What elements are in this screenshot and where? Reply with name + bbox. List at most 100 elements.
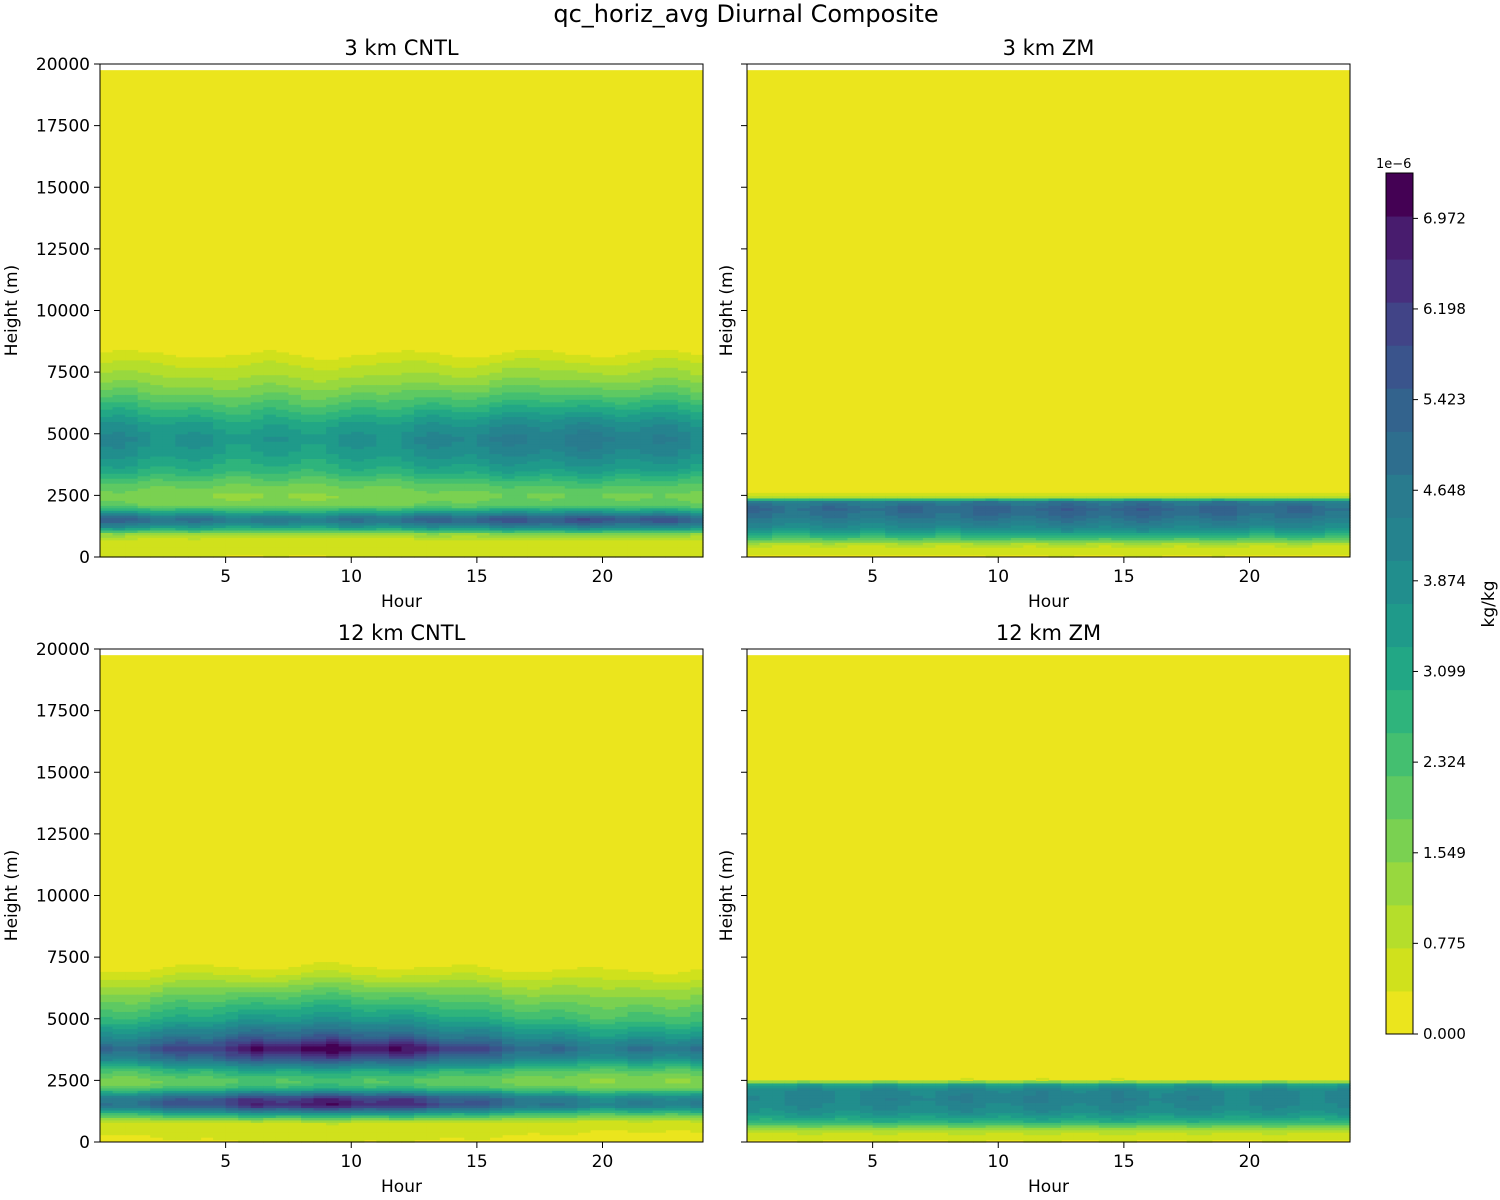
- contour-cell: [502, 409, 516, 413]
- contour-cell: [376, 515, 390, 519]
- contour-cell: [225, 455, 239, 459]
- contour-cell: [238, 386, 252, 390]
- contour-cell: [910, 512, 924, 516]
- contour-cell: [338, 510, 352, 514]
- contour-cell: [313, 463, 327, 467]
- contour-cell: [615, 544, 629, 548]
- contour-cell: [502, 441, 516, 445]
- contour-cell: [527, 416, 541, 420]
- contour-cell: [476, 443, 491, 447]
- contour-cell: [476, 374, 491, 378]
- contour-cell: [489, 475, 503, 479]
- contour-cell: [313, 455, 327, 459]
- contour-cell: [640, 453, 654, 457]
- contour-cell: [759, 505, 773, 509]
- contour-cell: [665, 379, 679, 383]
- contour-cell: [263, 475, 277, 479]
- contour-cell: [401, 544, 415, 548]
- contour-cell: [288, 478, 302, 482]
- contour-cell: [577, 411, 591, 415]
- contour-cell: [175, 455, 189, 459]
- contour-cell: [489, 369, 503, 373]
- contour-cell: [388, 453, 403, 457]
- contour-cell: [822, 497, 836, 501]
- contour-cell: [288, 497, 302, 501]
- contour-cell: [627, 475, 641, 479]
- contour-cell: [150, 377, 164, 381]
- contour-cell: [200, 490, 214, 494]
- contour-cell: [502, 372, 516, 376]
- contour-cell: [238, 394, 252, 398]
- contour-cell: [175, 495, 189, 499]
- contour-cell: [640, 364, 654, 368]
- contour-cell: [401, 475, 415, 479]
- contour-cell: [960, 520, 974, 524]
- contour-cell: [125, 386, 139, 390]
- contour-cell: [640, 391, 654, 395]
- contour-cell: [275, 426, 290, 430]
- contour-cell: [326, 381, 340, 386]
- contour-cell: [376, 421, 390, 425]
- contour-cell: [589, 364, 604, 368]
- contour-cell: [476, 460, 491, 464]
- contour-cell: [527, 517, 541, 521]
- contour-cell: [275, 539, 290, 543]
- contour-cell: [288, 463, 302, 467]
- contour-cell: [652, 490, 666, 494]
- contour-cell: [263, 359, 277, 363]
- contour-cell: [238, 483, 252, 487]
- contour-cell: [615, 372, 629, 376]
- contour-cell: [150, 497, 164, 501]
- contour-cell: [175, 478, 189, 482]
- contour-cell: [351, 532, 365, 536]
- contour-cell: [615, 502, 629, 506]
- contour-cell: [677, 552, 692, 556]
- contour-cell: [175, 534, 189, 538]
- contour-cell: [351, 448, 365, 452]
- contour-cell: [326, 485, 340, 489]
- contour-cell: [564, 416, 578, 420]
- contour-cell: [213, 529, 227, 533]
- contour-cell: [187, 512, 202, 516]
- contour-cell: [388, 394, 403, 398]
- contour-cell: [414, 418, 428, 423]
- contour-cell: [351, 539, 365, 543]
- contour-cell: [451, 428, 465, 432]
- contour-cell: [602, 512, 616, 516]
- contour-cell: [797, 539, 811, 543]
- contour-cell: [451, 473, 465, 477]
- contour-cell: [238, 510, 252, 514]
- contour-cell: [439, 478, 453, 482]
- contour-cell: [125, 468, 139, 472]
- contour-cell: [665, 396, 679, 400]
- contour-cell: [263, 428, 277, 432]
- contour-cell: [564, 470, 578, 474]
- contour-cell: [162, 539, 176, 543]
- contour-cell: [326, 549, 340, 553]
- contour-cell: [627, 396, 641, 400]
- contour-cell: [589, 441, 604, 445]
- contour-cell: [238, 552, 252, 556]
- contour-cell: [275, 473, 290, 477]
- contour-cell: [602, 458, 616, 462]
- contour-cell: [363, 379, 377, 383]
- contour-cell: [514, 391, 528, 395]
- contour-cell: [439, 465, 453, 469]
- contour-cell: [187, 517, 202, 521]
- contour-cell: [690, 505, 704, 509]
- contour-cell: [627, 515, 641, 519]
- contour-cell: [363, 369, 377, 373]
- contour-cell: [200, 438, 214, 442]
- contour-cell: [238, 539, 252, 543]
- contour-cell: [589, 478, 604, 482]
- contour-cell: [125, 470, 139, 474]
- contour-cell: [150, 441, 164, 445]
- contour-cell: [514, 357, 528, 361]
- contour-cell: [464, 389, 478, 393]
- contour-cell: [489, 394, 503, 398]
- contour-cell: [809, 517, 823, 521]
- contour-cell: [552, 532, 566, 536]
- contour-cell: [665, 411, 679, 415]
- contour-cell: [225, 409, 239, 413]
